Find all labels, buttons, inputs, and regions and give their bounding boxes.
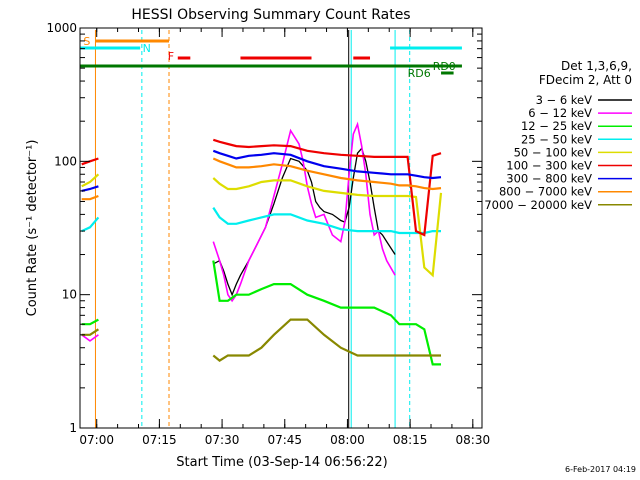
y-tick-label: 1 xyxy=(69,421,77,435)
x-axis-label: Start Time (03-Sep-14 06:56:22) xyxy=(176,455,387,470)
legend-label: 3 − 6 keV xyxy=(536,93,593,107)
plot-frame xyxy=(79,27,483,429)
flag-label-N: N xyxy=(143,42,151,55)
x-tick-label: 08:00 xyxy=(330,433,365,447)
legend-title: Det 1,3,6,9, xyxy=(561,59,632,73)
legend-label: 7000 − 20000 keV xyxy=(484,198,592,212)
flag-label-RD0: RD0 xyxy=(433,60,456,73)
x-tick-label: 08:15 xyxy=(393,433,428,447)
x-tick-label: 07:00 xyxy=(79,433,114,447)
x-tick-label: 07:30 xyxy=(205,433,240,447)
flag-label-RD6: RD6 xyxy=(408,67,431,80)
x-tick-label: 07:45 xyxy=(267,433,302,447)
series-line xyxy=(212,121,396,303)
series-line xyxy=(81,216,100,233)
y-axis: 1 10 100 1000 xyxy=(46,21,482,435)
series-line xyxy=(212,149,442,180)
legend-title: FDecim 2, Att 0 xyxy=(539,73,632,87)
timestamp: 6-Feb-2017 04:19 xyxy=(565,465,636,474)
flag-label-S: S xyxy=(83,35,90,48)
legend-label: 100 − 300 keV xyxy=(506,159,592,173)
x-tick-label: 07:15 xyxy=(142,433,177,447)
flag-label-F: F xyxy=(168,50,174,63)
series-line xyxy=(212,260,441,366)
y-tick-label: 100 xyxy=(54,154,77,168)
series-line xyxy=(81,194,99,201)
legend-label: 300 − 800 keV xyxy=(506,172,592,186)
y-axis-label: Count Rate (s⁻¹ detector⁻¹) xyxy=(25,140,40,317)
series-line xyxy=(212,207,441,235)
series-line xyxy=(81,334,99,342)
legend-label: 25 − 50 keV xyxy=(521,132,592,146)
series-line xyxy=(81,173,100,188)
legend-label: 12 − 25 keV xyxy=(521,119,592,133)
y-tick-label: 1000 xyxy=(46,21,77,35)
x-axis: 07:00 07:15 07:30 07:45 08:00 08:15 08:30 xyxy=(79,28,490,447)
legend-label: 6 − 12 keV xyxy=(528,106,592,120)
series-line xyxy=(212,138,442,237)
x-tick-label: 08:30 xyxy=(456,433,491,447)
series-line xyxy=(212,177,443,278)
series-line xyxy=(212,318,441,362)
series-line xyxy=(81,185,99,192)
series-line xyxy=(212,157,442,191)
legend-label: 800 − 7000 keV xyxy=(499,185,592,199)
legend-label: 50 − 100 keV xyxy=(514,145,593,159)
chart-title: HESSI Observing Summary Count Rates xyxy=(131,7,410,23)
y-tick-label: 10 xyxy=(62,288,77,302)
